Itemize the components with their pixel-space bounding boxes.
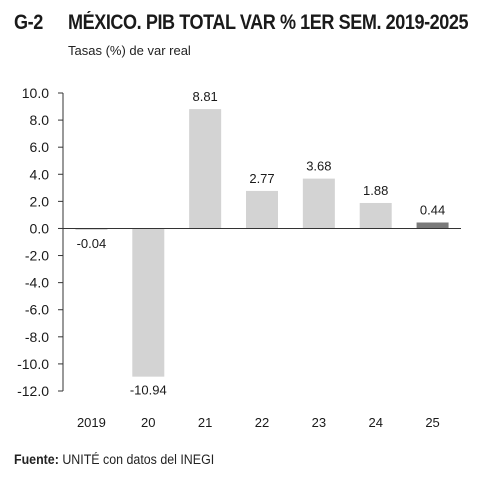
y-tick-label: -8.0	[25, 329, 49, 345]
x-tick-label: 2019	[77, 415, 106, 430]
data-label-22: 2.77	[249, 171, 274, 186]
chart-subtitle: Tasas (%) de var real	[68, 43, 191, 58]
figure-id: G-2	[14, 11, 43, 34]
source-text: UNITÉ con datos del INEGI	[62, 452, 215, 467]
x-tick-label: 24	[368, 415, 382, 430]
bar-22	[246, 190, 278, 229]
x-tick-label: 22	[255, 415, 269, 430]
data-label-23: 3.68	[306, 159, 331, 174]
data-label-20: -10.94	[130, 383, 167, 398]
x-tick-label: 23	[312, 415, 326, 430]
x-tick-label: 20	[141, 415, 155, 430]
y-tick-label: -6.0	[25, 302, 49, 318]
x-tick-label: 21	[198, 415, 212, 430]
data-label-2019: -0.04	[77, 236, 107, 251]
source-note: Fuente: UNITÉ con datos del INEGI	[14, 452, 214, 467]
bar-25	[416, 222, 449, 229]
bar-21	[189, 109, 222, 229]
y-tick-label: -4.0	[25, 275, 49, 291]
data-label-25: 0.44	[420, 202, 445, 217]
data-label-24: 1.88	[363, 183, 388, 198]
chart-title: MÉXICO. PIB TOTAL VAR % 1ER SEM. 2019-20…	[68, 11, 469, 34]
x-tick-label: 25	[425, 415, 439, 430]
y-tick-label: 4.0	[30, 166, 50, 182]
y-tick-label: 2.0	[30, 193, 50, 209]
y-tick-label: 6.0	[30, 139, 50, 155]
bar-2019	[75, 228, 108, 230]
y-tick-label: -10.0	[17, 356, 49, 372]
bar-24	[359, 202, 392, 229]
y-tick-label: 8.0	[30, 112, 50, 128]
y-tick-label: 0.0	[30, 220, 50, 236]
bar-20	[132, 228, 165, 377]
bar-23	[302, 178, 335, 229]
data-label-21: 8.81	[192, 89, 217, 104]
y-tick-label: -12.0	[17, 383, 49, 399]
y-tick-label: 10.0	[22, 85, 49, 101]
y-tick-label: -2.0	[25, 248, 49, 264]
source-label: Fuente:	[14, 452, 59, 467]
